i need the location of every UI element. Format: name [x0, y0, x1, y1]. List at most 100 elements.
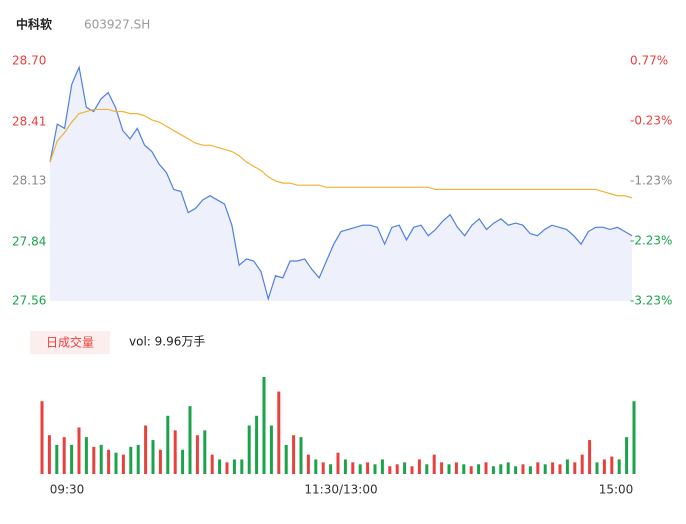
volume-bar: [602, 459, 606, 474]
volume-bar: [173, 430, 177, 474]
volume-bar: [625, 437, 629, 474]
volume-bar: [462, 464, 466, 474]
price-area: [50, 67, 632, 301]
badge-bg: [30, 331, 110, 354]
volume-bar: [62, 437, 66, 474]
volume-bar: [166, 415, 170, 474]
volume-bar: [284, 444, 288, 474]
y-tick-label: 28.13: [12, 174, 46, 188]
volume-bar: [558, 464, 562, 474]
x-tick-label: 11:30/13:00: [304, 483, 377, 497]
volume-bar: [580, 454, 584, 474]
volume-bar: [47, 435, 51, 474]
volume-bar: [573, 462, 577, 474]
volume-bar: [543, 464, 547, 474]
volume-bar: [70, 444, 74, 474]
volume-bar: [506, 462, 510, 474]
volume-bar: [514, 466, 518, 474]
volume-bar: [469, 466, 473, 474]
volume-bar: [99, 444, 103, 474]
y-tick-label: 27.84: [12, 235, 46, 249]
price-line: [49, 65, 633, 302]
volume-bar: [314, 459, 318, 474]
volume-bar: [499, 464, 503, 474]
volume-bar: [403, 462, 407, 474]
y2-tick-label: 0.77%: [630, 54, 668, 68]
volume-bar: [232, 459, 236, 474]
volume-bar: [299, 437, 303, 474]
volume-bar: [417, 459, 421, 474]
volume-bar: [195, 435, 199, 474]
volume-bar: [440, 462, 444, 474]
volume-bar: [477, 464, 481, 474]
volume-bar: [528, 466, 532, 474]
volume-bar: [114, 452, 118, 474]
volume-bar: [536, 462, 540, 474]
volume-bar: [151, 440, 155, 474]
y-tick-label: 28.70: [12, 54, 46, 68]
volume-bar: [262, 377, 266, 474]
volume-bar: [181, 449, 185, 474]
volume-bar: [432, 454, 436, 474]
volume-bar: [454, 462, 458, 474]
volume-bar: [329, 464, 333, 474]
x-tick-label: 15:00: [599, 483, 634, 497]
y-tick-label: 28.41: [12, 115, 46, 129]
volume-bar: [210, 454, 214, 474]
volume-bar: [373, 464, 377, 474]
volume-bar: [388, 466, 392, 474]
volume-bar: [225, 462, 229, 474]
volume-bar: [551, 462, 555, 474]
volume-bar: [136, 444, 140, 474]
y-tick-label: 27.56: [12, 294, 46, 308]
volume-bar: [107, 449, 111, 474]
volume-bar: [84, 437, 88, 474]
volume-bar: [269, 425, 273, 474]
volume-summary: vol: 9.96万手: [129, 335, 205, 349]
volume-bar: [425, 464, 429, 474]
volume-bar: [343, 459, 347, 474]
volume-bar: [40, 401, 44, 474]
volume-bar: [447, 464, 451, 474]
volume-bar: [218, 459, 222, 474]
volume-bar: [240, 459, 244, 474]
volume-bar: [144, 425, 148, 474]
volume-bar: [565, 459, 569, 474]
volume-bar: [491, 466, 495, 474]
volume-bar: [410, 466, 414, 474]
y2-tick-label: -1.23%: [630, 174, 672, 188]
stock-name: 中科软: [16, 17, 52, 32]
volume-bar: [617, 459, 621, 474]
y2-tick-label: -3.23%: [630, 294, 672, 308]
volume-bar: [121, 454, 125, 474]
y2-tick-label: -0.23%: [630, 114, 672, 128]
volume-bar: [292, 435, 296, 474]
volume-bar: [366, 462, 370, 474]
volume-bar: [610, 456, 614, 474]
volume-bar: [588, 440, 592, 474]
volume-bar: [336, 452, 340, 474]
volume-bar: [351, 462, 355, 474]
stock-code: 603927.SH: [84, 18, 150, 32]
price-line: [49, 108, 633, 199]
y2-tick-label: -2.23%: [630, 234, 672, 248]
volume-bar: [632, 401, 636, 474]
volume-bar: [247, 425, 251, 474]
volume-bar: [595, 462, 599, 474]
volume-bar: [55, 444, 59, 474]
volume-bar: [306, 454, 310, 474]
volume-bar: [380, 459, 384, 474]
volume-bar: [321, 462, 325, 474]
volume-bar: [203, 430, 207, 474]
volume-bar: [358, 464, 362, 474]
volume-bar: [484, 462, 488, 474]
volume-bar: [188, 406, 192, 474]
volume-bar: [129, 446, 133, 474]
volume-bar: [77, 427, 81, 474]
volume-bar: [92, 446, 96, 474]
volume-bar: [277, 391, 281, 474]
volume-badge: 日成交量: [46, 335, 94, 350]
volume-bar: [255, 415, 259, 474]
volume-bar: [158, 449, 162, 474]
